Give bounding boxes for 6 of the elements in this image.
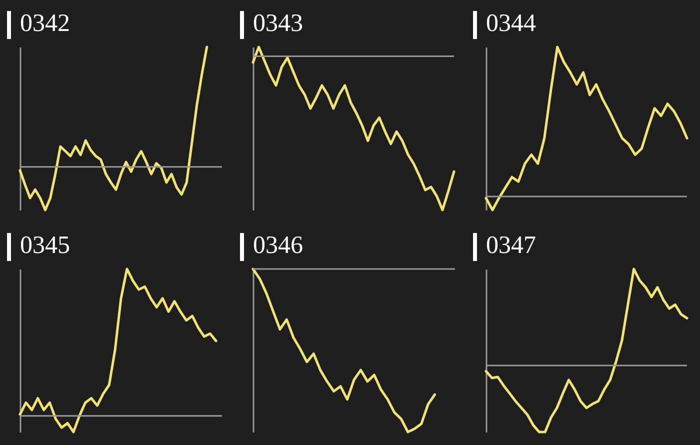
chart-title: 0342: [20, 10, 70, 37]
chart-title: 0343: [253, 10, 303, 37]
chart-title: 0347: [486, 232, 536, 259]
chart-title: 0346: [253, 232, 303, 259]
chart-title: 0344: [486, 10, 536, 37]
chart-title: 0345: [20, 232, 70, 259]
